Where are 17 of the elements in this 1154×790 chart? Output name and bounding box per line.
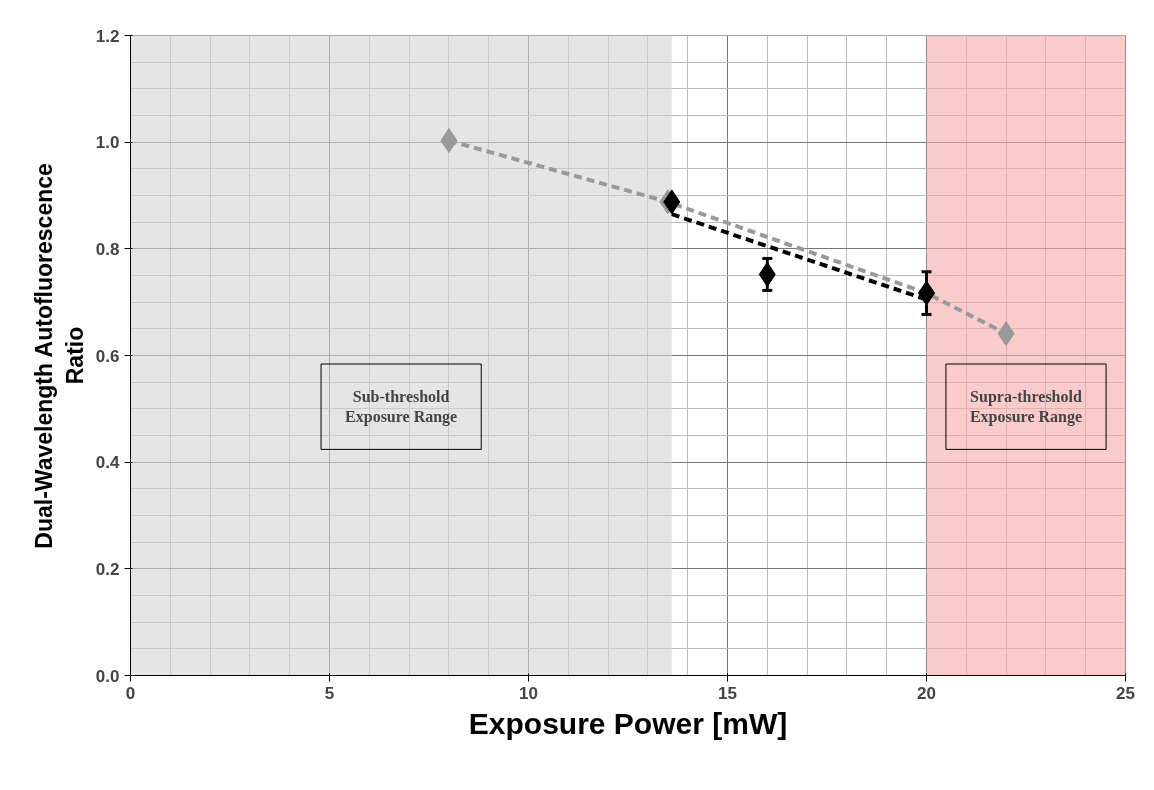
y-tick-label: 0.0: [95, 666, 120, 686]
x-tick-label: 5: [324, 683, 335, 703]
band-label: Sub-threshold Exposure Range: [345, 388, 458, 427]
y-tick-label: 0.6: [95, 346, 120, 366]
y-tick-label: 1.2: [95, 26, 120, 46]
y-tick-label: 1.0: [95, 133, 120, 153]
y-tick-label: 0.4: [95, 453, 121, 473]
y-tick-label: 0.8: [95, 239, 120, 259]
x-tick-label: 10: [519, 683, 538, 703]
band-label: Supra-threshold Exposure Range: [969, 388, 1083, 427]
x-tick-label: 20: [917, 683, 936, 703]
x-tick-label: 0: [125, 683, 136, 703]
x-tick-label: 25: [1116, 683, 1135, 703]
y-axis-title: Dual-Wavelength Autofluorescence Ratio: [30, 163, 88, 549]
x-tick-label: 15: [718, 683, 737, 703]
y-tick-label: 0.2: [95, 559, 120, 579]
x-axis-title: Exposure Power [mW]: [468, 706, 788, 740]
